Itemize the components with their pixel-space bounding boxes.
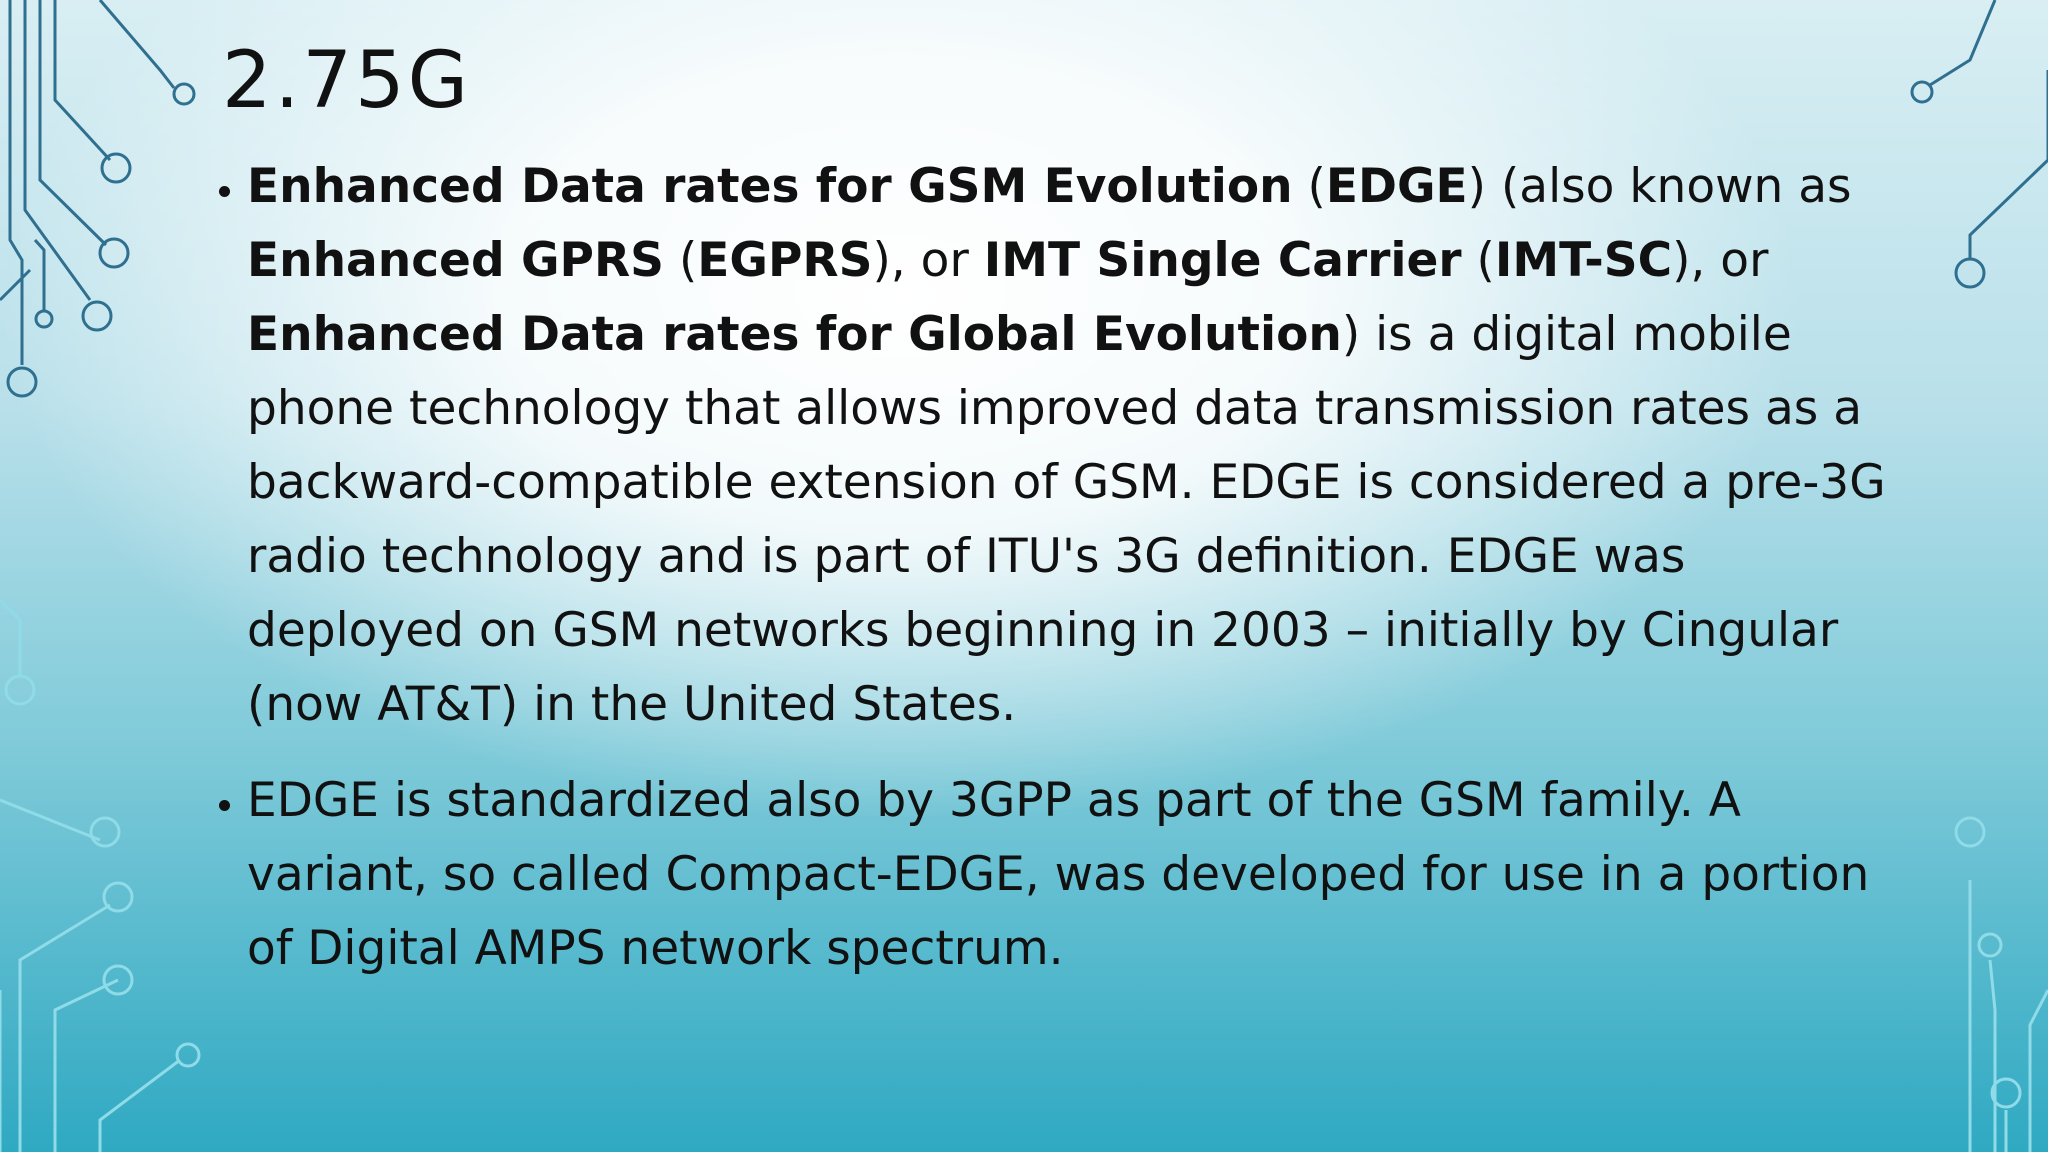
bold-text: IMT Single Carrier (983, 233, 1462, 288)
text: ), or (1672, 233, 1784, 288)
bullet: EDGE is standardized also by 3GPP as par… (247, 764, 1897, 986)
bold-text: EGPRS (697, 233, 873, 288)
bold-text: Enhanced GPRS (247, 233, 665, 288)
text: ), or (872, 233, 984, 288)
text: ( (1461, 233, 1495, 288)
bullet-list: Enhanced Data rates for GSM Evolution (E… (200, 150, 1897, 1008)
bold-text: EDGE (1325, 159, 1468, 214)
bold-text: Enhanced Data rates for GSM Evolution (247, 159, 1293, 214)
text: ) (also known as (1467, 159, 1867, 214)
text: ( (1292, 159, 1326, 214)
bold-text: Enhanced Data rates for Global Evolution (247, 307, 1342, 362)
bullet: Enhanced Data rates for GSM Evolution (E… (247, 150, 1897, 742)
slide-title: 2.75G (222, 36, 472, 126)
text: ( (664, 233, 698, 288)
bold-text: IMT-SC (1494, 233, 1673, 288)
text: ) is a digital mobile phone technology t… (247, 307, 1901, 732)
text: EDGE is standardized also by 3GPP as par… (247, 773, 1885, 976)
